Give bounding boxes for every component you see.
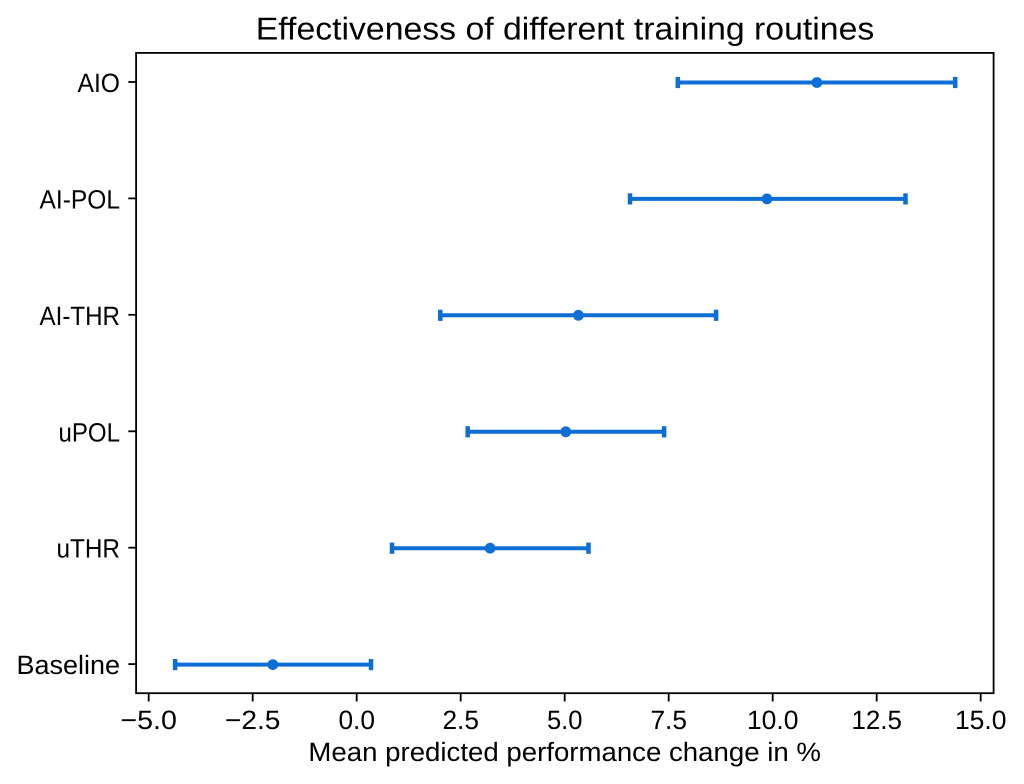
svg-text:12.5: 12.5 xyxy=(851,705,902,735)
svg-text:AI-THR: AI-THR xyxy=(40,301,121,331)
svg-text:−2.5: −2.5 xyxy=(225,705,281,735)
svg-text:0.0: 0.0 xyxy=(338,705,375,735)
svg-text:2.5: 2.5 xyxy=(442,705,479,735)
svg-text:5.0: 5.0 xyxy=(547,705,583,735)
svg-text:15.0: 15.0 xyxy=(955,705,1007,735)
svg-text:Effectiveness of different tra: Effectiveness of different training rout… xyxy=(256,11,875,47)
svg-text:−5.0: −5.0 xyxy=(120,705,177,735)
svg-text:Baseline: Baseline xyxy=(17,650,121,680)
svg-text:AI-POL: AI-POL xyxy=(40,184,121,214)
svg-text:uPOL: uPOL xyxy=(59,417,121,447)
svg-text:Mean predicted performance cha: Mean predicted performance change in % xyxy=(308,737,821,767)
svg-text:AIO: AIO xyxy=(78,68,121,98)
svg-text:10.0: 10.0 xyxy=(747,705,799,735)
svg-text:uTHR: uTHR xyxy=(57,534,121,564)
svg-text:7.5: 7.5 xyxy=(650,705,687,735)
